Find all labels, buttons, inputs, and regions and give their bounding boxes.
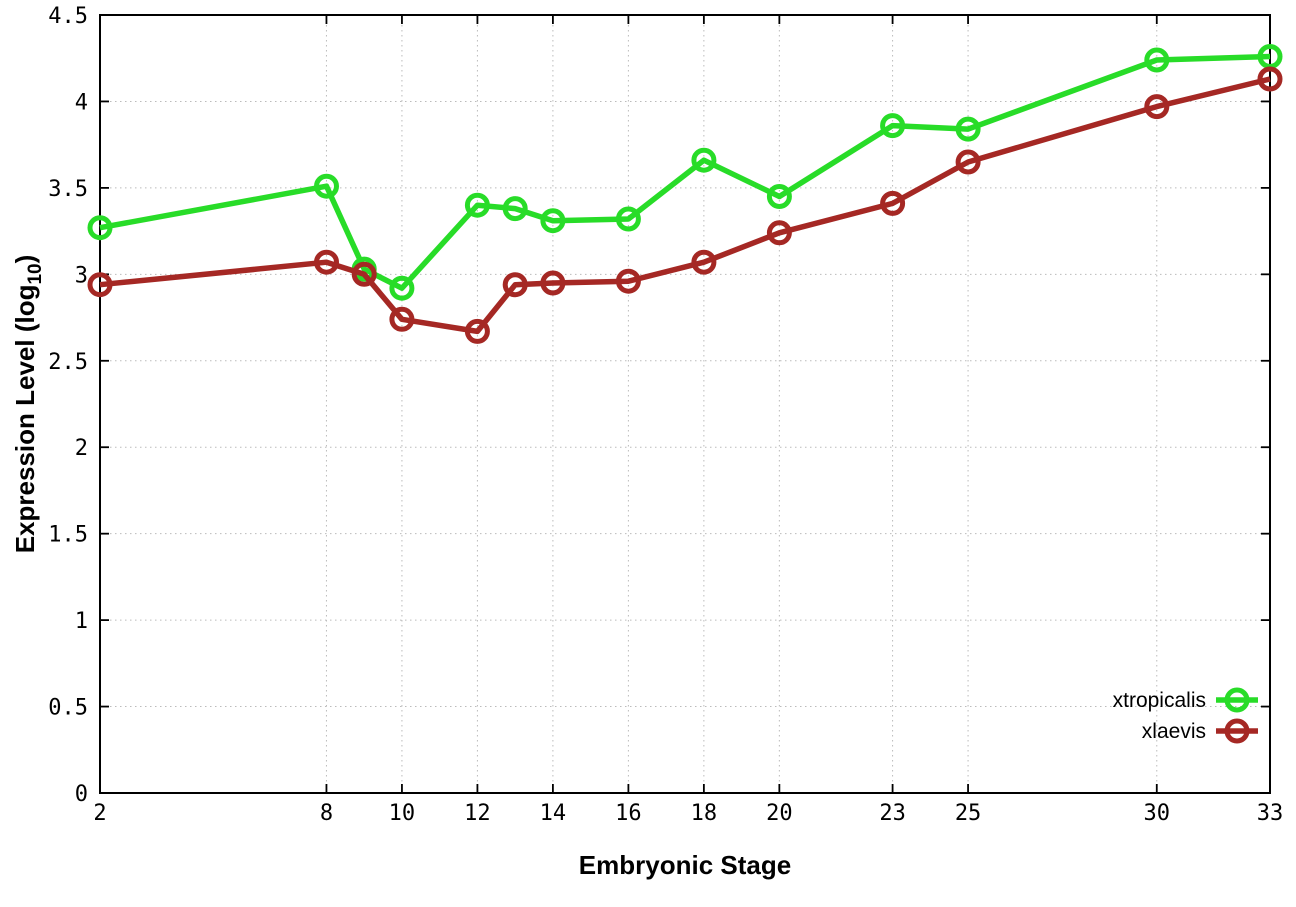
x-axis-title: Embryonic Stage (579, 850, 791, 880)
legend-marker-icon (1224, 687, 1250, 713)
data-point-xlaevis (540, 270, 566, 296)
data-point-xlaevis (766, 220, 792, 246)
y-axis-title: Expression Level (log10) (10, 255, 46, 554)
x-tick-label: 14 (540, 801, 567, 826)
tick-marks (99, 14, 1271, 794)
data-point-xtropicalis (464, 192, 490, 218)
data-point-xlaevis (502, 272, 528, 298)
data-point-xlaevis (314, 249, 339, 275)
data-point-xlaevis (691, 249, 717, 275)
y-tick-label: 4 (75, 90, 88, 115)
grid-lines (100, 15, 1270, 793)
plot-border (99, 14, 1271, 794)
series-xtropicalis (87, 44, 1283, 301)
x-tick-label: 33 (1257, 801, 1284, 826)
y-tick-label: 2.5 (48, 350, 88, 375)
data-point-xlaevis (1257, 66, 1283, 92)
legend-label-xlaevis: xlaevis (1142, 720, 1206, 743)
x-tick-label: 25 (955, 801, 982, 826)
data-point-xlaevis (351, 261, 377, 287)
x-tick-label: 16 (615, 801, 642, 826)
y-tick-label: 3.5 (48, 177, 88, 202)
data-point-xtropicalis (389, 275, 415, 301)
data-point-xtropicalis (502, 196, 528, 222)
data-point-xlaevis (615, 268, 641, 294)
legend-marker-icon (1224, 718, 1250, 744)
data-point-xtropicalis (691, 147, 717, 173)
series-line-xtropicalis (99, 53, 1271, 291)
y-tick-label: 1.5 (48, 523, 88, 548)
data-point-xtropicalis (87, 215, 113, 241)
data-point-xtropicalis (615, 206, 641, 232)
x-tick-label: 8 (320, 801, 333, 826)
data-point-xlaevis (87, 272, 113, 298)
y-tick-label: 0.5 (48, 696, 88, 721)
x-tick-label: 30 (1144, 801, 1171, 826)
legend-entry-xlaevis: xlaevis (1142, 718, 1258, 744)
x-tick-label: 18 (691, 801, 718, 826)
x-tick-label: 20 (766, 801, 793, 826)
y-tick-label: 3 (75, 263, 88, 288)
legend-entry-xtropicalis: xtropicalis (1113, 687, 1258, 713)
x-tick-label: 10 (389, 801, 416, 826)
data-point-xlaevis (464, 318, 490, 344)
y-tick-label: 0 (75, 782, 88, 807)
data-point-xlaevis (1144, 94, 1170, 120)
data-point-xlaevis (955, 149, 981, 175)
y-tick-label: 4.5 (48, 4, 88, 29)
legend: xtropicalis xlaevis (1113, 687, 1258, 744)
x-tick-label: 12 (464, 801, 491, 826)
y-tick-label: 2 (75, 436, 88, 461)
x-tick-label: 2 (93, 801, 106, 826)
series-xlaevis (87, 66, 1283, 344)
data-point-xtropicalis (314, 173, 339, 199)
data-point-xtropicalis (1144, 47, 1170, 73)
data-point-xlaevis (880, 190, 906, 216)
data-point-xtropicalis (955, 116, 981, 142)
data-point-xlaevis (389, 306, 415, 332)
data-point-xtropicalis (880, 113, 906, 139)
data-point-xtropicalis (766, 184, 792, 209)
data-point-xtropicalis (540, 208, 566, 234)
y-tick-label: 1 (75, 609, 88, 634)
legend-label-xtropicalis: xtropicalis (1113, 689, 1206, 712)
x-tick-label: 23 (879, 801, 906, 826)
